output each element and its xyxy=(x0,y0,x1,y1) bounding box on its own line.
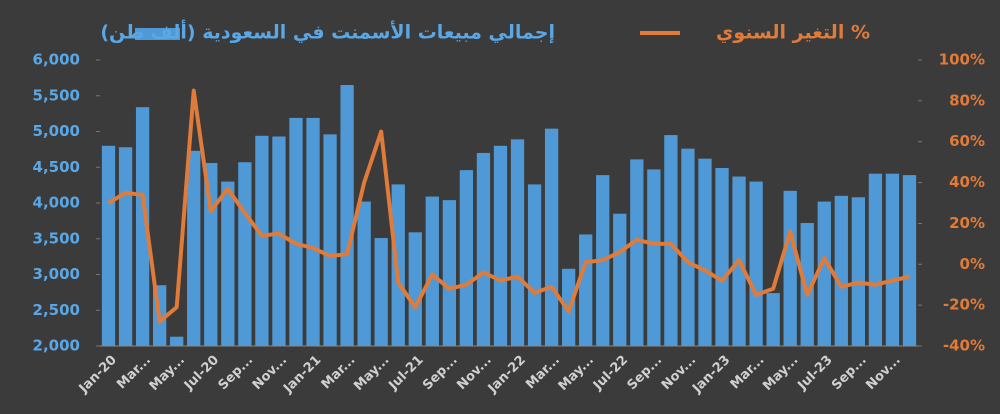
y2-tick-label: 60% xyxy=(949,132,985,150)
x-tick-label: May... xyxy=(147,353,188,394)
bar xyxy=(459,170,474,346)
line xyxy=(107,88,910,324)
bar xyxy=(868,173,883,346)
legend-label: التغير السنوي % xyxy=(716,22,870,45)
legend-label: إجمالي مبيعات الأسمنت في السعودية (ألف ط… xyxy=(100,20,555,44)
bar xyxy=(698,158,712,346)
x-tick-label: Nov... xyxy=(863,353,903,393)
bar xyxy=(306,117,320,346)
bar xyxy=(323,134,337,346)
bar xyxy=(527,184,542,346)
bar xyxy=(255,135,269,346)
y-tick-label: 6,000 xyxy=(33,51,80,69)
legend-swatch xyxy=(135,28,180,40)
bar xyxy=(783,190,797,346)
bar xyxy=(289,117,303,346)
x-tick-label: Jan-21 xyxy=(280,353,324,397)
bar xyxy=(374,238,388,346)
x-tick-label: Jul-22 xyxy=(590,353,631,394)
x-tick-label: Sep... xyxy=(216,353,257,394)
bar xyxy=(681,148,695,346)
x-tick-label: Mar... xyxy=(523,353,563,393)
x-tick-label: Jul-23 xyxy=(795,353,836,394)
x-tick-label: Mar... xyxy=(114,353,154,393)
x-tick-label: May... xyxy=(760,353,801,394)
bar xyxy=(425,196,439,346)
x-tick-label: May... xyxy=(351,353,392,394)
y-tick-label: 5,000 xyxy=(33,122,80,140)
y2-tick-label: -40% xyxy=(943,337,985,355)
bar xyxy=(340,85,354,347)
bar xyxy=(715,167,729,346)
y-tick-label: 4,000 xyxy=(33,194,80,212)
bar xyxy=(101,145,116,346)
bar xyxy=(749,181,763,346)
x-tick-label: Sep... xyxy=(829,353,870,394)
bar xyxy=(135,107,150,346)
bar xyxy=(118,147,133,346)
bar xyxy=(493,145,508,346)
y2-tick-label: -20% xyxy=(943,296,985,314)
bar xyxy=(408,232,422,346)
bar xyxy=(442,200,457,346)
y-tick-label: 2,500 xyxy=(33,301,80,319)
x-tick-label: Sep... xyxy=(420,353,461,394)
bar xyxy=(902,175,917,346)
x-tick-label: Mar... xyxy=(319,353,359,393)
bar xyxy=(187,150,201,346)
y-tick-label: 3,500 xyxy=(33,229,80,247)
x-tick-label: Sep... xyxy=(625,353,666,394)
bar xyxy=(579,234,593,346)
bar xyxy=(766,293,780,346)
y2-tick-label: 80% xyxy=(949,91,985,109)
y2-tick-label: 40% xyxy=(949,173,985,191)
bar xyxy=(221,181,235,346)
y2-tick-label: 100% xyxy=(939,51,985,69)
bar xyxy=(510,139,525,346)
bar xyxy=(238,162,252,346)
bar xyxy=(834,195,848,346)
y-tick-label: 2,000 xyxy=(33,337,80,355)
bar xyxy=(476,152,491,346)
bar xyxy=(630,159,644,346)
bar xyxy=(357,201,371,346)
bar xyxy=(885,173,900,346)
x-tick-label: Mar... xyxy=(728,353,768,393)
x-tick-label: Jul-20 xyxy=(181,353,222,394)
bar xyxy=(272,136,286,346)
bar xyxy=(170,336,184,346)
y2-tick-label: 20% xyxy=(949,214,985,232)
y2-tick-label: 0% xyxy=(960,255,985,273)
x-tick-label: May... xyxy=(556,353,597,394)
y-tick-label: 3,000 xyxy=(33,265,80,283)
x-tick-label: Jan-20 xyxy=(76,353,120,397)
y-tick-label: 5,500 xyxy=(33,86,80,104)
bar xyxy=(664,135,678,346)
bar xyxy=(817,201,831,346)
x-tick-label: Jan-23 xyxy=(689,353,733,397)
bar xyxy=(613,213,627,346)
y-tick-label: 4,500 xyxy=(33,158,80,176)
x-tick-label: Jul-21 xyxy=(386,353,427,394)
bar xyxy=(800,223,814,346)
bar xyxy=(851,197,866,346)
bar xyxy=(544,128,559,346)
x-tick-label: Jan-22 xyxy=(485,353,529,397)
bar xyxy=(647,169,661,346)
